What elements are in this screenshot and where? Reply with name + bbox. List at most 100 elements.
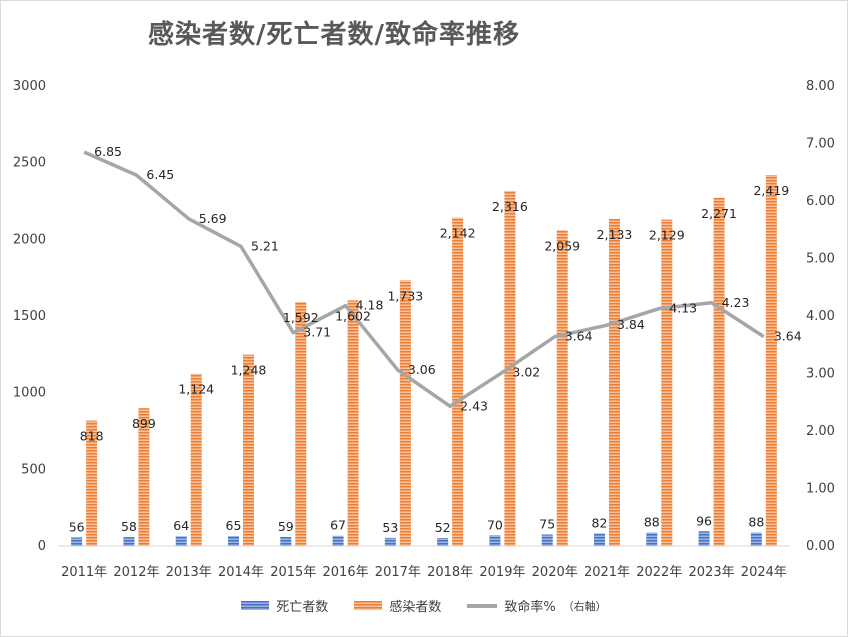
data-label-infections: 2,316: [492, 199, 528, 214]
data-label-deaths: 59: [278, 519, 294, 534]
bar-deaths: [123, 537, 135, 546]
data-label-deaths: 58: [121, 519, 137, 534]
data-label-deaths: 64: [173, 518, 189, 533]
x-tick-label: 2024年: [741, 565, 787, 580]
data-label-rate: 3.71: [303, 325, 331, 340]
data-label-rate: 2.43: [460, 398, 488, 413]
data-label-infections: 2,271: [701, 206, 737, 221]
bar-infections: [86, 420, 98, 546]
line-rate: [83, 150, 765, 409]
legend-swatch-rate: [467, 603, 498, 608]
data-label-deaths: 56: [69, 519, 85, 534]
y-left-tick-label: 3000: [13, 79, 46, 94]
bar-deaths: [437, 538, 449, 546]
y-right-tick-label: 2.00: [806, 424, 835, 439]
bar-infections: [295, 301, 307, 546]
y-right-tick-label: 7.00: [806, 137, 835, 152]
data-label-deaths: 65: [226, 518, 242, 533]
bar-infections: [347, 300, 359, 546]
data-label-deaths: 82: [592, 515, 608, 530]
legend-swatch-deaths: [241, 601, 270, 610]
legend-label-deaths: 死亡者数: [276, 600, 329, 615]
data-label-deaths: 67: [330, 518, 346, 533]
data-label-infections: 2,133: [597, 227, 633, 242]
data-label-deaths: 96: [696, 513, 712, 528]
bar-infections: [399, 280, 411, 546]
y-left-tick-label: 2000: [13, 232, 46, 247]
data-label-deaths: 88: [748, 515, 764, 530]
bar-infections: [138, 408, 150, 546]
bar-deaths: [541, 534, 553, 546]
data-label-infections: 2,419: [753, 183, 789, 198]
data-label-rate: 6.85: [94, 144, 122, 159]
bar-deaths: [332, 535, 344, 546]
data-label-rate: 4.13: [669, 301, 697, 316]
x-tick-label: 2023年: [689, 565, 735, 580]
y-left-tick-label: 0: [38, 539, 46, 554]
data-label-rate: 5.69: [199, 211, 227, 226]
y-right-tick-label: 0.00: [806, 539, 835, 554]
y-right-tick-label: 6.00: [806, 194, 835, 209]
data-label-rate: 3.02: [512, 364, 540, 379]
data-label-infections: 1,733: [387, 288, 423, 303]
legend-item-infections: 感染者数: [354, 596, 441, 615]
legend-item-rate: 致命率% （右軸）: [467, 596, 607, 615]
data-label-infections: 818: [80, 429, 104, 444]
y-right-tick-label: 4.00: [806, 309, 835, 324]
data-label-infections: 1,248: [231, 363, 267, 378]
data-label-rate: 4.23: [722, 295, 750, 310]
bar-deaths: [750, 532, 762, 546]
bar-deaths: [384, 537, 396, 546]
legend-item-deaths: 死亡者数: [241, 596, 328, 615]
y-left-tick-label: 500: [21, 462, 46, 477]
data-label-deaths: 53: [382, 520, 398, 535]
legend-label-rate: 致命率%: [504, 600, 556, 615]
bar-deaths: [489, 535, 501, 546]
data-label-infections: 2,129: [649, 228, 685, 243]
bar-infections: [661, 219, 673, 546]
bar-deaths: [646, 532, 658, 546]
data-label-rate: 3.64: [774, 329, 802, 344]
x-tick-label: 2015年: [270, 565, 316, 580]
y-left-tick-label: 1000: [13, 386, 46, 401]
data-label-infections: 2,142: [440, 226, 476, 241]
data-label-infections: 1,602: [335, 308, 371, 323]
legend-label-infections: 感染者数: [389, 600, 442, 615]
bar-infections: [609, 218, 620, 546]
bar-deaths: [228, 536, 239, 546]
y-right-tick-label: 8.00: [806, 79, 835, 94]
data-label-rate: 3.64: [565, 329, 593, 344]
data-label-rate: 4.18: [356, 298, 384, 313]
data-label-deaths: 75: [539, 517, 555, 532]
x-tick-label: 2013年: [166, 565, 212, 580]
data-label-rate: 5.21: [251, 238, 279, 253]
x-tick-label: 2021年: [584, 565, 630, 580]
data-label-rate: 6.45: [146, 167, 174, 182]
x-tick-label: 2012年: [113, 565, 159, 580]
bar-deaths: [280, 536, 292, 546]
x-tick-label: 2017年: [375, 565, 421, 580]
bar-infections: [243, 354, 254, 546]
bar-deaths: [71, 537, 83, 546]
data-label-infections: 1,124: [178, 382, 214, 397]
chart-title: 感染者数/死亡者数/致命率推移: [148, 20, 520, 50]
bar-infections: [556, 230, 568, 546]
x-tick-label: 2016年: [323, 565, 369, 580]
y-right-tick-label: 5.00: [806, 252, 835, 267]
data-label-infections: 899: [132, 416, 156, 431]
x-tick-label: 2019年: [479, 565, 525, 580]
y-left-tick-label: 1500: [13, 309, 46, 324]
x-tick-label: 2014年: [218, 565, 264, 580]
x-tick-label: 2020年: [532, 565, 578, 580]
data-label-deaths: 88: [644, 515, 660, 530]
bar-infections: [190, 373, 202, 546]
data-label-infections: 2,059: [544, 238, 580, 253]
x-tick-label: 2018年: [427, 565, 473, 580]
bar-infections: [713, 197, 725, 546]
y-right-tick-label: 3.00: [806, 367, 835, 382]
data-label-rate: 3.84: [617, 317, 645, 332]
x-tick-label: 2011年: [61, 565, 107, 580]
bar-deaths: [594, 533, 605, 546]
legend-swatch-infections: [354, 601, 383, 610]
